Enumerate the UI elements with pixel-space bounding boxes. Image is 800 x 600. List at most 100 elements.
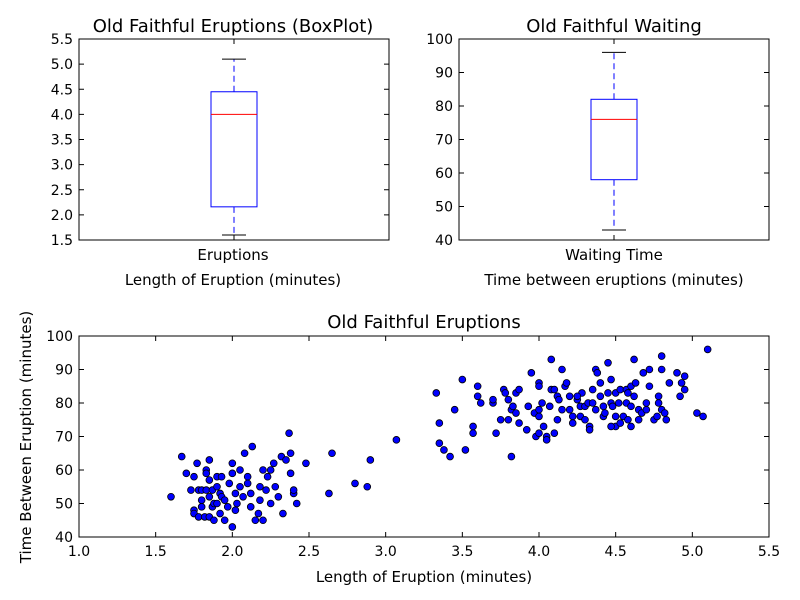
scatter-point [611,412,620,421]
scatter-ytick-label: 80 [55,396,73,412]
scatter-point [263,472,272,481]
scatter-point [504,415,513,424]
scatter-point [573,392,582,401]
scatter-point [515,385,523,394]
scatter-point [654,392,663,401]
scatter-xtick-label: 3.0 [375,544,397,560]
scatter-point [351,479,359,488]
scatter-point [366,456,375,464]
scatter-point [565,405,574,414]
scatter-point [558,365,566,374]
scatter-point [279,509,287,518]
scatter-point [476,399,485,407]
eruptions-ytick-label: 5.0 [51,57,73,73]
scatter-point [535,429,543,437]
scatter-point [568,419,577,427]
scatter-point [262,486,270,494]
scatter-point [450,405,459,414]
scatter-point [657,365,666,374]
scatter-point [677,379,686,387]
scatter-point [286,449,295,458]
scatter-point [446,452,454,461]
scatter-point [205,492,214,501]
scatter-point [435,419,444,427]
scatter-point [259,466,267,474]
scatter-point [624,415,632,424]
waiting-box [590,98,638,181]
scatter-point [473,392,482,401]
scatter-point [604,358,612,367]
scatter-point [216,509,224,518]
scatter-point [205,456,214,464]
scatter-point [328,449,336,458]
waiting-ytick-label: 100 [426,32,453,48]
scatter-point [627,402,635,411]
scatter-point [469,422,477,431]
waiting-ytick-label: 80 [435,99,453,115]
scatter-point [555,395,563,404]
scatter-point [259,516,267,525]
scatter-point [225,479,234,488]
waiting-ytick-label: 90 [435,66,453,82]
scatter-point [228,469,237,478]
eruptions-ytick-label: 1.5 [51,233,73,249]
eruptions-category-label: Eruptions [197,246,268,264]
scatter-point [202,469,211,478]
scatter-ytick-label: 100 [46,329,73,345]
scatter-point [187,486,195,494]
scatter-point [507,452,516,461]
scatter-point [634,415,643,424]
scatter-point [501,389,510,397]
scatter-point [210,516,218,525]
scatter-point [624,389,632,397]
scatter-point [220,516,229,525]
scatter-point [591,405,600,414]
scatter-point [274,492,283,501]
scatter-point [642,405,651,414]
scatter-x-ticks: 1.0 1.5 2.0 2.5 3.0 3.5 4.0 4.5 5.0 5.5 [68,336,780,560]
scatter-ytick-label: 50 [55,497,73,513]
scatter-xtick-label: 1.5 [145,544,167,560]
scatter-point [607,375,615,384]
scatter-point [231,506,240,515]
scatter-point [593,369,602,377]
eruptions-ytick-label: 4.5 [51,82,73,98]
scatter-point [524,402,533,411]
scatter-point [217,472,226,481]
scatter-point [504,395,513,404]
eruptions-ytick-label: 4.0 [51,107,73,123]
scatter-point [266,499,275,508]
scatter-point [220,496,229,504]
scatter-y-ticks: 40 50 60 70 80 90 100 [46,329,769,546]
waiting-box-marks [590,51,638,231]
scatter-point [676,392,684,401]
scatter-point [535,382,543,391]
scatter-point [292,499,301,508]
scatter-point [363,482,372,491]
eruptions-ytick-label: 2.0 [51,208,73,224]
scatter-point [660,409,669,417]
eruptions-x-axis-label: Length of Eruption (minutes) [125,271,341,289]
scatter-point [631,379,640,387]
waiting-ytick-label: 50 [435,200,453,216]
scatter-xtick-label: 3.5 [451,544,473,560]
scatter-point [642,399,651,407]
scatter-xtick-label: 2.0 [221,544,243,560]
scatter-xtick-label: 1.0 [68,544,90,560]
scatter-point [535,405,543,414]
scatter-point [614,399,623,407]
scatter-xtick-label: 5.5 [758,544,780,560]
scatter-point [240,449,249,458]
scatter-point [213,499,221,508]
eruptions-ytick-label: 2.5 [51,183,73,199]
waiting-ytick-label: 40 [435,233,453,249]
scatter-point [269,459,278,468]
scatter-point [627,422,635,431]
scatter-point [539,422,548,431]
scatter-point [527,369,536,377]
scatter-point [286,469,295,478]
scatter-title: Old Faithful Eruptions [327,312,520,333]
scatter-point [228,459,237,468]
scatter-point [616,419,625,427]
